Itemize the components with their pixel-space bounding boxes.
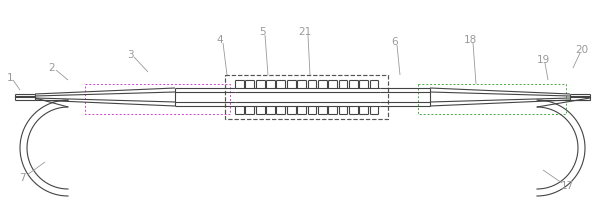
Text: 5: 5	[259, 27, 266, 37]
Text: 21: 21	[298, 27, 312, 37]
Text: 20: 20	[575, 45, 589, 55]
Text: 17: 17	[560, 181, 574, 191]
Text: 3: 3	[126, 50, 133, 60]
Text: 4: 4	[217, 35, 223, 45]
Text: 2: 2	[48, 63, 55, 73]
Bar	[418, 84, 566, 114]
Text: 7: 7	[19, 173, 25, 183]
Text: 18: 18	[463, 35, 477, 45]
Text: 1: 1	[7, 73, 13, 83]
Text: 6: 6	[391, 37, 398, 47]
Text: 19: 19	[537, 55, 549, 65]
Bar	[85, 84, 230, 114]
Bar	[225, 75, 388, 119]
